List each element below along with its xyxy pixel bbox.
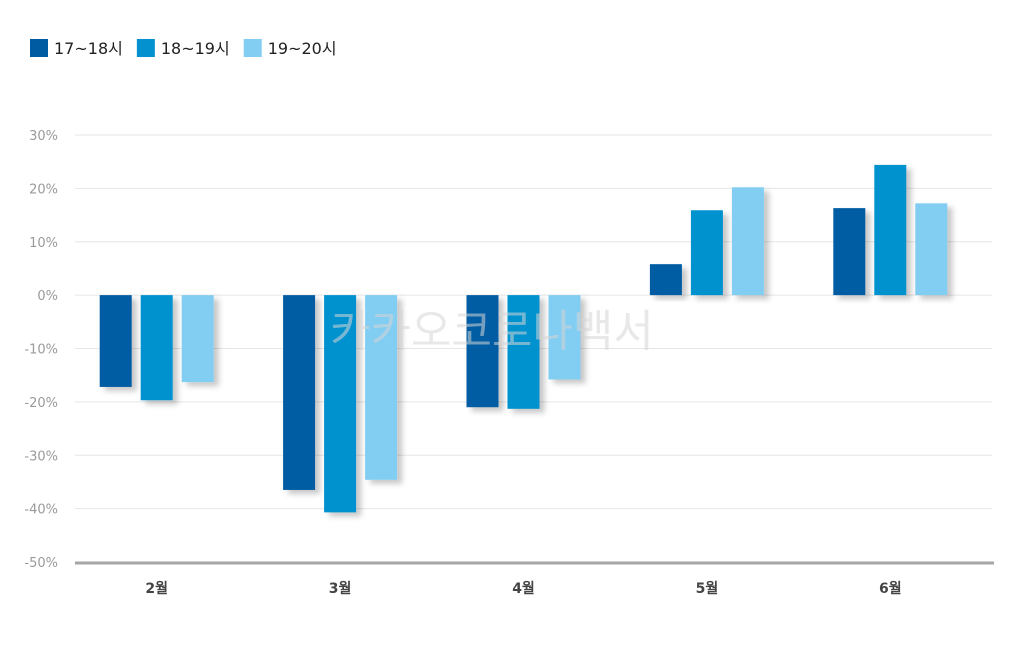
y-tick-label-7: -40% xyxy=(24,503,58,518)
bar-1-1 xyxy=(324,295,357,513)
legend: 17~18시 18~19시 19~20시 xyxy=(30,39,337,58)
y-tick-label-0: 30% xyxy=(29,129,58,144)
bar-3-2 xyxy=(731,187,764,296)
legend-label-1: 18~19시 xyxy=(161,39,230,58)
y-tick-label-3: 0% xyxy=(37,289,58,304)
y-tick-label-2: 10% xyxy=(29,236,58,251)
legend-label-2: 19~20시 xyxy=(268,39,337,58)
y-tick-label-4: -10% xyxy=(24,343,58,358)
watermark: 카카오코로나백서 xyxy=(330,306,654,357)
bar-4-1 xyxy=(874,164,907,296)
legend-swatch-2 xyxy=(243,39,262,57)
x-tick-label-1: 3월 xyxy=(329,580,352,597)
bar-0-1 xyxy=(140,295,173,401)
y-tick-label-6: -30% xyxy=(24,449,58,464)
bar-0-2 xyxy=(181,295,214,383)
bars xyxy=(99,164,948,513)
x-axis-ticks: 2월 3월 4월 5월 6월 xyxy=(145,580,901,597)
y-tick-label-5: -20% xyxy=(24,396,58,411)
legend-label-0: 17~18시 xyxy=(54,39,123,58)
bar-3-1 xyxy=(690,210,723,296)
y-tick-label-1: 20% xyxy=(29,182,58,197)
bar-4-2 xyxy=(915,203,948,296)
bar-0-0 xyxy=(99,295,132,387)
bar-1-2 xyxy=(365,295,398,480)
bar-4-0 xyxy=(833,208,866,296)
x-tick-label-3: 5월 xyxy=(696,580,719,597)
bar-1-0 xyxy=(283,295,316,490)
x-tick-label-4: 6월 xyxy=(879,580,902,597)
y-tick-label-8: -50% xyxy=(24,556,58,571)
x-tick-label-0: 2월 xyxy=(145,580,168,597)
bar-3-0 xyxy=(649,264,682,296)
legend-swatch-0 xyxy=(30,39,48,57)
bar-2-0 xyxy=(466,295,499,408)
x-tick-label-2: 4월 xyxy=(512,580,535,597)
y-axis-ticks: 30% 20% 10% 0% -10% -20% -30% -40% -50% xyxy=(24,129,58,571)
bar-2-1 xyxy=(507,295,540,409)
legend-swatch-1 xyxy=(136,39,155,57)
bar-2-2 xyxy=(548,295,581,380)
